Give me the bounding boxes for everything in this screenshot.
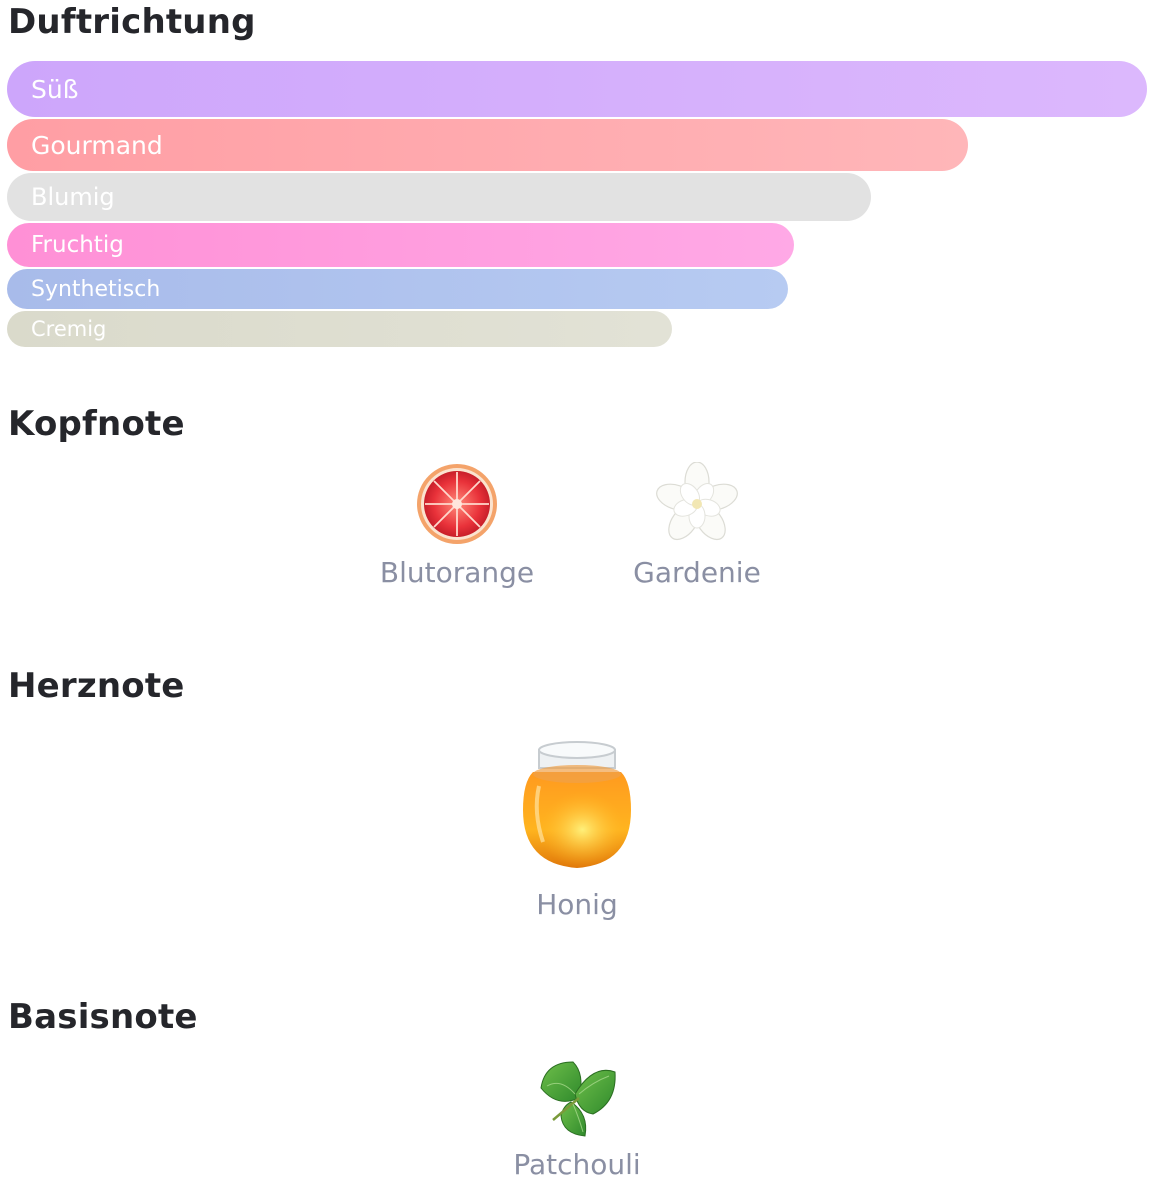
note-item-gardenie[interactable]: Gardenie	[597, 461, 797, 589]
herznote-title: Herznote	[8, 666, 185, 706]
scent-bar-label: Cremig	[31, 317, 107, 341]
scent-bar-label: Fruchtig	[31, 232, 124, 258]
blood-orange-icon	[415, 462, 499, 550]
scent-bar-gourmand: Gourmand	[7, 119, 968, 171]
scent-direction-bars: Süß Gourmand Blumig Fruchtig Synthetisch…	[7, 0, 1147, 360]
duftrichtung-title: Duftrichtung	[8, 2, 256, 42]
scent-bar-label: Süß	[31, 74, 79, 104]
honey-jar-icon	[499, 722, 655, 882]
note-label: Honig	[536, 888, 618, 921]
scent-bar-synthetisch: Synthetisch	[7, 269, 788, 309]
scent-bar-label: Blumig	[31, 183, 115, 211]
scent-bar-label: Gourmand	[31, 130, 163, 160]
scent-bar-label: Synthetisch	[31, 276, 161, 302]
scent-bar-fruchtig: Fruchtig	[7, 223, 794, 267]
note-label: Gardenie	[633, 556, 761, 589]
note-item-honig[interactable]: Honig	[477, 722, 677, 921]
basisnote-title: Basisnote	[8, 997, 198, 1037]
scent-bar-suess: Süß	[7, 61, 1147, 117]
note-label: Blutorange	[379, 556, 535, 589]
scent-bar-blumig: Blumig	[7, 173, 871, 221]
scent-bar-cremig: Cremig	[7, 311, 672, 347]
gardenia-icon	[655, 461, 739, 550]
note-item-blutorange[interactable]: Blutorange	[357, 462, 557, 589]
kopfnote-title: Kopfnote	[8, 404, 185, 444]
patchouli-leaf-icon	[535, 1054, 619, 1142]
note-label: Patchouli	[513, 1148, 641, 1181]
note-item-patchouli[interactable]: Patchouli	[477, 1054, 677, 1181]
